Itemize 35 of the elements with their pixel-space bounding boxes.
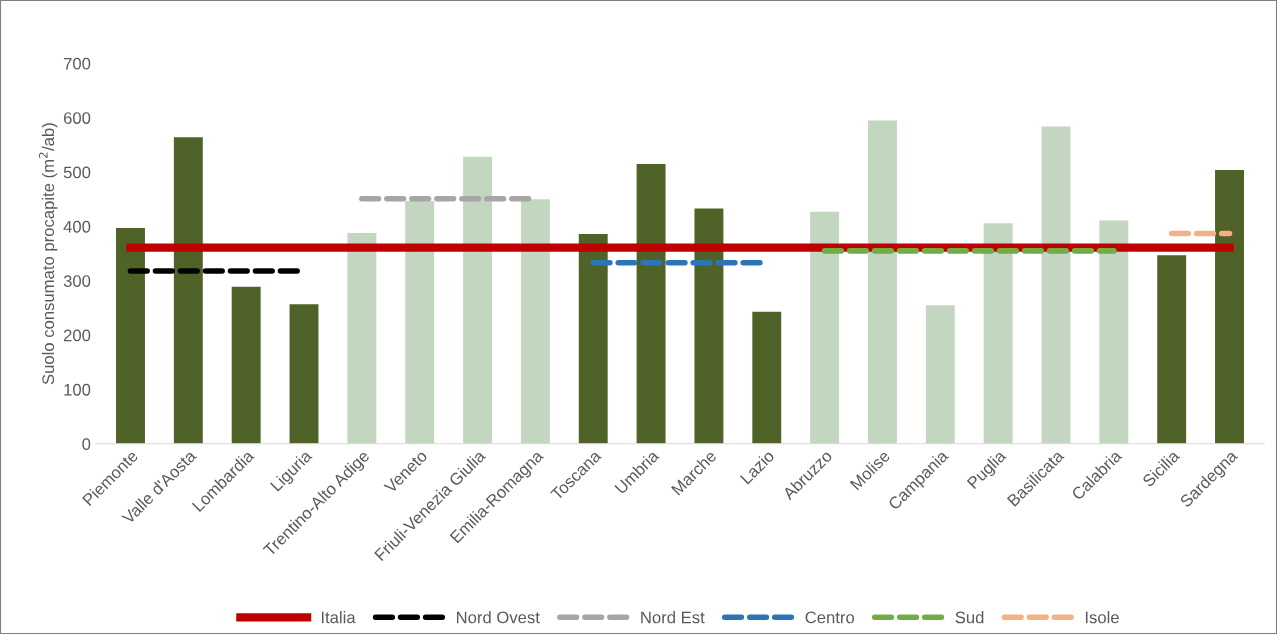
bar [1099,220,1129,444]
legend-label: Nord Ovest [456,611,540,624]
bar [1041,126,1071,444]
y-tick-label: 400 [63,220,91,233]
bar [925,305,955,444]
y-tick-label: 300 [63,275,91,287]
bar [463,156,493,444]
bar [752,311,782,444]
y-tick-label: 500 [63,166,91,179]
y-tick-label: 100 [64,383,91,396]
bar [1215,169,1244,444]
bar [694,208,724,444]
legend-label: Nord Est [641,611,705,624]
y-tick-label: 0 [82,438,91,450]
legend-label: Centro [805,611,855,624]
y-tick-label: 600 [63,112,91,124]
y-tick-label: 200 [63,329,91,342]
y-axis-title: Suolo consumato procapite (m$^{2}$/ab) [38,123,58,385]
bar [347,232,377,444]
legend-label: Isole [1085,611,1119,624]
bar [868,120,897,444]
bar [405,200,435,444]
bar [636,163,666,444]
bar [810,211,840,444]
bar [231,286,261,444]
bar [173,137,203,444]
bar [983,223,1013,444]
bar [578,234,608,444]
bar [289,304,319,444]
bar [520,199,550,444]
legend-label: Italia [321,611,356,624]
bar [1157,255,1187,444]
legend-label: Sud [955,611,984,624]
bar [116,228,145,444]
y-tick-label: 700 [63,57,91,70]
